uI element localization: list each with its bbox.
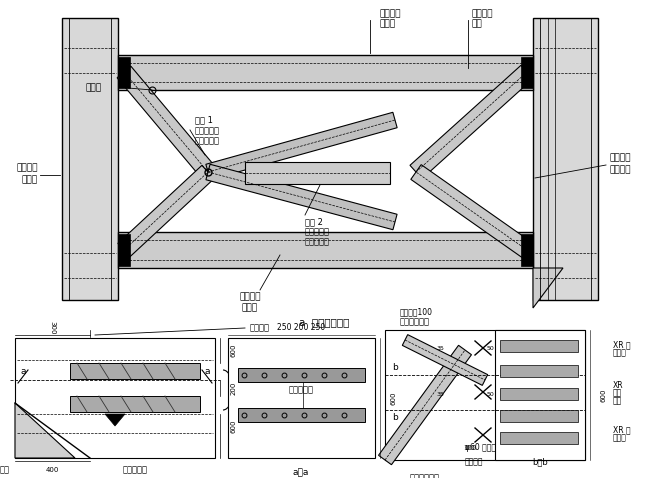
Text: b－b: b－b <box>532 457 548 467</box>
Text: 柱壁: 柱壁 <box>0 466 10 475</box>
Text: 300: 300 <box>49 321 55 335</box>
Bar <box>533 18 598 300</box>
Text: b: b <box>392 362 398 371</box>
Polygon shape <box>206 112 397 180</box>
Text: 200: 200 <box>231 381 237 395</box>
Text: 100: 100 <box>463 445 477 451</box>
Text: a: a <box>204 368 210 377</box>
Polygon shape <box>117 66 215 178</box>
Text: a－a: a－a <box>293 468 309 478</box>
Text: XR 焊: XR 焊 <box>613 425 631 435</box>
Bar <box>500 410 578 422</box>
Text: 现场连接: 现场连接 <box>472 10 494 19</box>
Bar <box>118 55 533 90</box>
Text: 销轴连接: 销轴连接 <box>465 457 483 467</box>
Bar <box>118 57 130 88</box>
Polygon shape <box>402 335 488 385</box>
Text: 下弦杆: 下弦杆 <box>242 304 258 313</box>
Text: a: a <box>20 368 26 377</box>
Text: 后磨平: 后磨平 <box>613 348 627 358</box>
Text: 上弦杆: 上弦杆 <box>380 20 396 29</box>
Text: 现场焊缝100: 现场焊缝100 <box>400 307 433 316</box>
Bar <box>500 432 578 444</box>
Bar <box>495 330 585 460</box>
Bar <box>238 368 365 382</box>
Bar <box>521 57 533 88</box>
Text: 400: 400 <box>45 467 59 473</box>
Text: XR: XR <box>613 380 623 390</box>
Text: 600: 600 <box>231 419 237 433</box>
Text: 临时连接板: 临时连接板 <box>288 385 314 394</box>
Text: 35: 35 <box>436 346 444 350</box>
Text: b: b <box>392 413 398 423</box>
Bar <box>385 330 585 460</box>
Polygon shape <box>15 403 75 458</box>
Bar <box>62 18 118 300</box>
Polygon shape <box>206 164 397 230</box>
Polygon shape <box>118 165 214 257</box>
Text: 杆临时连接: 杆临时连接 <box>195 137 220 145</box>
Bar <box>118 234 130 266</box>
Text: 伸臂桁架腹杆: 伸臂桁架腹杆 <box>410 474 440 478</box>
Text: 焊缝: 焊缝 <box>472 20 483 29</box>
Polygon shape <box>411 164 532 257</box>
Bar <box>15 338 215 458</box>
Polygon shape <box>410 65 533 179</box>
Text: 600: 600 <box>231 343 237 357</box>
Bar <box>238 408 365 422</box>
Text: XR 焊: XR 焊 <box>613 340 631 349</box>
Text: 焊后: 焊后 <box>613 389 622 398</box>
Text: 600: 600 <box>600 388 606 402</box>
Text: 伸臂桁架弦杆: 伸臂桁架弦杆 <box>400 317 430 326</box>
Text: 伸臂桁架弦: 伸臂桁架弦 <box>195 127 220 135</box>
Text: 50: 50 <box>486 392 494 398</box>
Text: 伸臂桁架腹: 伸臂桁架腹 <box>305 228 330 237</box>
Bar <box>228 338 375 458</box>
Text: φ60 的销轴: φ60 的销轴 <box>465 444 496 453</box>
Text: 钢管柱: 钢管柱 <box>22 175 38 185</box>
Bar <box>118 232 533 268</box>
Bar <box>500 388 578 400</box>
Bar <box>521 234 533 266</box>
Polygon shape <box>105 414 125 426</box>
Text: 50: 50 <box>486 346 494 350</box>
Text: 节点 1: 节点 1 <box>195 116 213 124</box>
Text: a  伸臂桁架剖面: a 伸臂桁架剖面 <box>299 317 349 327</box>
Text: 伸臂桁架: 伸臂桁架 <box>239 293 260 302</box>
Text: 35: 35 <box>436 392 444 398</box>
Text: 杆临时连接: 杆临时连接 <box>305 238 330 247</box>
Text: 600: 600 <box>390 391 396 405</box>
Text: 外筒框架: 外筒框架 <box>16 163 38 173</box>
Text: 架钢管柱: 架钢管柱 <box>610 165 632 174</box>
Text: 虚交点: 虚交点 <box>85 84 101 93</box>
Polygon shape <box>533 268 563 308</box>
Text: 磨平: 磨平 <box>613 396 622 405</box>
Text: 临时连接板: 临时连接板 <box>122 466 148 475</box>
Text: 核心筒框: 核心筒框 <box>610 153 632 163</box>
Bar <box>70 363 200 379</box>
Text: 伸臂桁架: 伸臂桁架 <box>380 10 402 19</box>
Bar <box>70 396 200 412</box>
Text: 节点 2: 节点 2 <box>305 217 323 227</box>
Text: 现场焊缝: 现场焊缝 <box>250 324 270 333</box>
Bar <box>500 340 578 352</box>
Polygon shape <box>378 345 472 465</box>
Bar <box>245 162 390 184</box>
Text: 250 200 250: 250 200 250 <box>277 324 325 333</box>
Bar <box>500 365 578 377</box>
Text: 后磨平: 后磨平 <box>613 434 627 443</box>
